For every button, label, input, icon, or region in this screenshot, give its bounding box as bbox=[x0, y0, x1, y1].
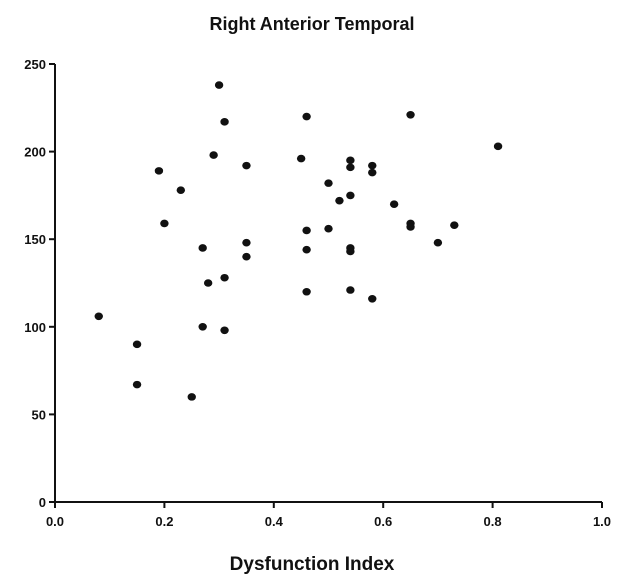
data-point bbox=[242, 161, 251, 170]
data-point bbox=[335, 196, 344, 205]
data-point bbox=[132, 380, 142, 389]
x-tick-label: 0.2 bbox=[155, 514, 173, 529]
y-tick-label: 100 bbox=[24, 320, 46, 335]
data-point bbox=[324, 224, 333, 233]
y-tick-label: 250 bbox=[24, 57, 46, 72]
data-point bbox=[242, 252, 251, 261]
data-point bbox=[160, 219, 169, 228]
data-point bbox=[406, 111, 415, 119]
y-tick-label: 50 bbox=[32, 407, 46, 422]
y-tick-label: 0 bbox=[39, 495, 46, 510]
data-point bbox=[433, 238, 443, 247]
data-point bbox=[214, 81, 224, 89]
data-point bbox=[493, 142, 503, 151]
data-point bbox=[132, 340, 142, 349]
y-tick-label: 200 bbox=[24, 145, 46, 160]
x-tick-label: 0.8 bbox=[484, 514, 502, 529]
data-point bbox=[324, 179, 333, 187]
data-point bbox=[346, 191, 355, 200]
y-axis-ticks: 0 50 100 150 200 250 bbox=[24, 57, 55, 510]
data-point bbox=[198, 244, 207, 252]
data-point bbox=[346, 163, 355, 172]
data-point bbox=[346, 286, 355, 294]
data-point bbox=[406, 223, 415, 231]
data-point bbox=[94, 312, 103, 321]
data-point bbox=[198, 323, 207, 331]
data-point bbox=[346, 156, 355, 165]
data-point bbox=[389, 200, 399, 208]
data-point bbox=[368, 168, 377, 177]
data-point bbox=[302, 226, 311, 235]
y-tick-label: 150 bbox=[24, 232, 46, 247]
x-tick-label: 0.4 bbox=[265, 514, 284, 529]
data-point bbox=[296, 154, 306, 163]
data-point bbox=[346, 247, 355, 256]
chart-title: Right Anterior Temporal bbox=[209, 14, 414, 34]
data-point bbox=[154, 167, 164, 175]
data-point bbox=[220, 273, 229, 282]
x-axis-label: Dysfunction Index bbox=[230, 554, 395, 574]
data-point bbox=[302, 245, 311, 254]
data-point bbox=[209, 151, 218, 159]
data-point bbox=[368, 161, 377, 170]
data-point bbox=[302, 112, 311, 121]
data-point bbox=[187, 393, 196, 401]
data-point bbox=[302, 287, 311, 296]
x-tick-label: 1.0 bbox=[593, 514, 611, 529]
x-axis-ticks: 0.0 0.2 0.4 0.6 0.8 1.0 bbox=[46, 502, 611, 529]
data-points bbox=[94, 81, 503, 401]
data-point bbox=[220, 118, 229, 126]
x-tick-label: 0.0 bbox=[46, 514, 64, 529]
data-point bbox=[176, 186, 186, 194]
x-tick-label: 0.6 bbox=[374, 514, 392, 529]
data-point bbox=[203, 279, 213, 287]
data-point bbox=[368, 294, 377, 303]
data-point bbox=[450, 221, 459, 229]
data-point bbox=[220, 326, 229, 335]
data-point bbox=[242, 238, 251, 247]
